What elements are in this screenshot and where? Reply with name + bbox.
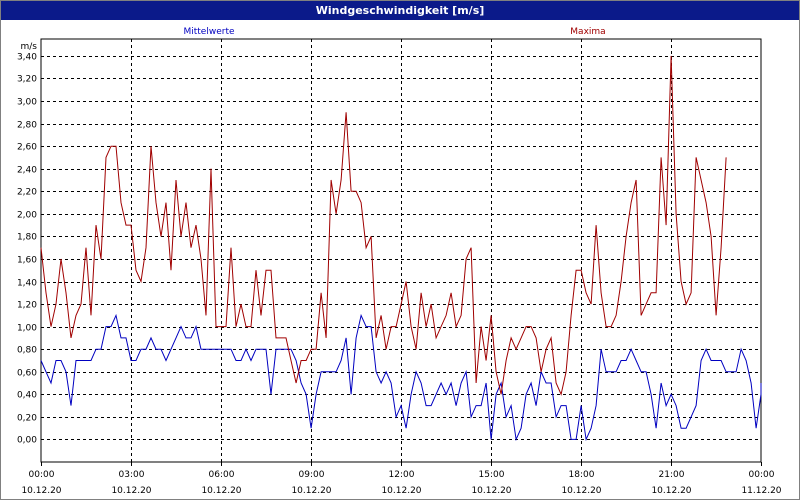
series-line-mittelwerte [40,313,762,442]
y-tick-label: 3,00 [17,98,37,108]
x-tick-date: 10.12.20 [201,486,241,496]
series-line-maxima [40,55,727,396]
y-tick-label: 2,60 [17,143,37,153]
y-tick-label: 2,40 [17,166,37,176]
x-tick-time: 21:00 [659,470,685,480]
y-tick-label: 0,80 [17,346,37,356]
y-tick-label: 0,60 [17,369,37,379]
window-title: Windgeschwindigkeit [m/s] [1,1,799,20]
y-tick-label: 3,20 [17,75,37,85]
x-tick-time: 15:00 [479,470,505,480]
x-tick-date: 10.12.20 [471,486,511,496]
x-tick-date: 10.12.20 [381,486,421,496]
legend-entry-maxima: Maxima [570,27,605,37]
x-tick-date: 10.12.20 [291,486,331,496]
x-tick-time: 00:00 [29,470,55,480]
y-tick-label: 2,20 [17,188,37,198]
y-tick-label: 1,00 [17,324,37,334]
grid [40,38,762,463]
x-tick-time: 00:00 [749,470,775,480]
x-tick-date: 10.12.20 [21,486,61,496]
x-tick-time: 12:00 [389,470,415,480]
y-tick-label: 1,40 [17,279,37,289]
y-tick-label: 0,40 [17,391,37,401]
legend: Mittelwerte Maxima [183,27,605,37]
y-tick-label: 1,80 [17,233,37,243]
x-tick-date: 10.12.20 [111,486,151,496]
x-axis-ticks: 00:00 10.12.20 03:00 10.12.20 06:00 10.12.20 0… [21,462,782,496]
y-tick-label: 1,20 [17,301,37,311]
y-tick-label: 0,00 [17,436,37,446]
y-axis-ticks: 0,00 0,20 0,40 0,60 0,80 1,00 1,20 1,40 1,60 1,80… [17,53,37,446]
x-tick-time: 03:00 [119,470,145,480]
x-tick-date: 11.12.20 [741,486,781,496]
y-tick-label: 1,60 [17,256,37,266]
y-tick-label: 2,80 [17,121,37,131]
legend-entry-mittelwerte: Mittelwerte [183,27,234,37]
y-tick-label: 3,40 [17,53,37,63]
y-axis-label: m/s [21,42,38,52]
x-tick-time: 06:00 [209,470,235,480]
x-tick-time: 18:00 [569,470,595,480]
y-tick-label: 0,20 [17,414,37,424]
series-lines [40,55,762,442]
x-tick-date: 10.12.20 [651,486,691,496]
y-tick-label: 2,00 [17,211,37,221]
x-tick-date: 10.12.20 [561,486,601,496]
x-tick-time: 09:00 [299,470,325,480]
